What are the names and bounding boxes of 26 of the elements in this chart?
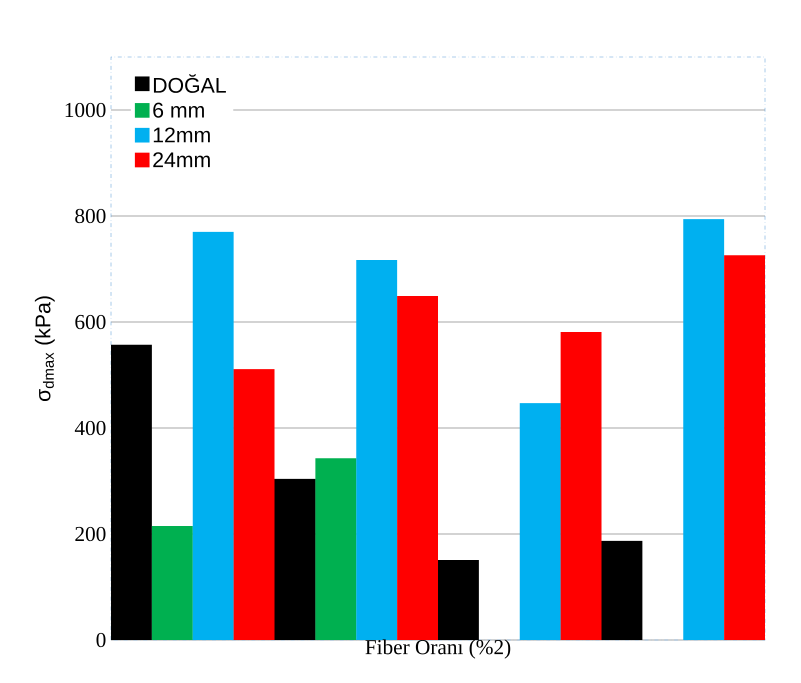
y-tick-label: 200 <box>75 526 106 542</box>
bar <box>111 344 152 640</box>
bar <box>683 219 724 640</box>
y-tick-label: 800 <box>75 208 106 224</box>
bar <box>315 458 356 640</box>
bar <box>152 526 193 640</box>
y-tick-label: 600 <box>75 314 106 330</box>
bar <box>560 332 602 640</box>
bar <box>356 260 398 640</box>
legend-label: 6 mm <box>153 102 204 118</box>
bar <box>397 296 438 640</box>
bar <box>602 540 642 640</box>
bar <box>438 560 479 640</box>
y-tick-label: 0 <box>96 632 106 648</box>
legend-label: 24mm <box>153 152 210 168</box>
legend-label: 12mm <box>154 127 210 142</box>
y-tick-label: 400 <box>74 420 106 436</box>
y-axis-title: σ$_{dmax}$ (kPa) <box>34 296 55 402</box>
y-tick-label: 1000 <box>66 102 106 118</box>
bar <box>274 478 316 640</box>
bar <box>234 369 275 640</box>
bar <box>724 255 766 640</box>
bar <box>520 403 561 640</box>
bar <box>192 232 234 640</box>
x-axis-title: Fiber Oranı (%2) <box>365 639 510 659</box>
legend-label: DOĞAL <box>154 74 226 93</box>
